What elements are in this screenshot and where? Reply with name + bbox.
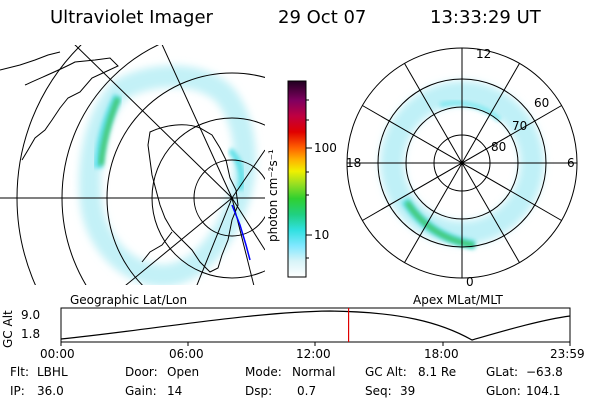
- altitude-xtick-4: 23:59: [550, 347, 585, 361]
- lat-label-60: 60: [534, 96, 550, 110]
- altitude-ylabel: GC Alt: [1, 310, 15, 348]
- colorbar-unit-label: photon cm⁻²s⁻¹: [266, 149, 280, 242]
- aurora-oval-left: [78, 65, 256, 285]
- door-value: Open: [167, 365, 200, 379]
- gcalt-value: 8.1 Re: [418, 365, 457, 379]
- door-label: Door:: [125, 365, 158, 379]
- lat-label-70: 70: [512, 119, 528, 133]
- date-label: 29 Oct 07: [278, 7, 367, 28]
- polar-map: [346, 47, 578, 279]
- mlt-label-bottom: 0: [466, 275, 474, 289]
- altitude-ytick-top: 9.0: [21, 308, 41, 322]
- altitude-plot: [60, 307, 571, 346]
- coastline: [0, 51, 239, 273]
- glon-label: GLon:: [486, 384, 521, 398]
- filter-value: LBHL: [37, 365, 68, 379]
- dsp-label: Dsp:: [245, 384, 273, 398]
- gain-label: Gain:: [125, 384, 157, 398]
- seq-value: 39: [400, 384, 416, 398]
- glon-value: 104.1: [526, 384, 561, 398]
- colorbar-tick-100: 100: [314, 141, 337, 155]
- globe-terminator: [231, 204, 251, 261]
- mlt-label-right: 6: [567, 156, 575, 170]
- altitude-xtick-1: 06:00: [169, 347, 204, 361]
- seq-label: Seq:: [365, 384, 392, 398]
- colorbar: [287, 80, 312, 278]
- ip-label: IP:: [10, 384, 25, 398]
- gain-value: 14: [167, 384, 183, 398]
- ip-value: 36.0: [37, 384, 64, 398]
- mlt-label-top: 12: [476, 47, 492, 61]
- right-map-caption: Apex MLat/MLT: [413, 293, 503, 307]
- altitude-ytick-bottom: 1.8: [21, 327, 41, 341]
- altitude-curve: [60, 310, 571, 341]
- mlt-label-left: 18: [346, 156, 362, 170]
- altitude-xtick-2: 12:00: [296, 347, 331, 361]
- mode-value: Normal: [292, 365, 336, 379]
- instrument-title: Ultraviolet Imager: [50, 7, 213, 28]
- time-label: 13:33:29 UT: [430, 7, 541, 28]
- left-map-caption: Geographic Lat/Lon: [70, 293, 188, 307]
- glat-value: −63.8: [526, 365, 563, 379]
- altitude-xtick-0: 00:00: [40, 347, 75, 361]
- geographic-map: [0, 45, 265, 285]
- mode-label: Mode:: [245, 365, 282, 379]
- colorbar-tick-10: 10: [314, 228, 330, 242]
- lat-label-80: 80: [491, 140, 507, 154]
- filter-label: Flt:: [10, 365, 29, 379]
- altitude-xtick-3: 18:00: [424, 347, 459, 361]
- dsp-value: 0.7: [297, 384, 317, 398]
- glat-label: GLat:: [486, 365, 519, 379]
- gcalt-label: GC Alt:: [365, 365, 407, 379]
